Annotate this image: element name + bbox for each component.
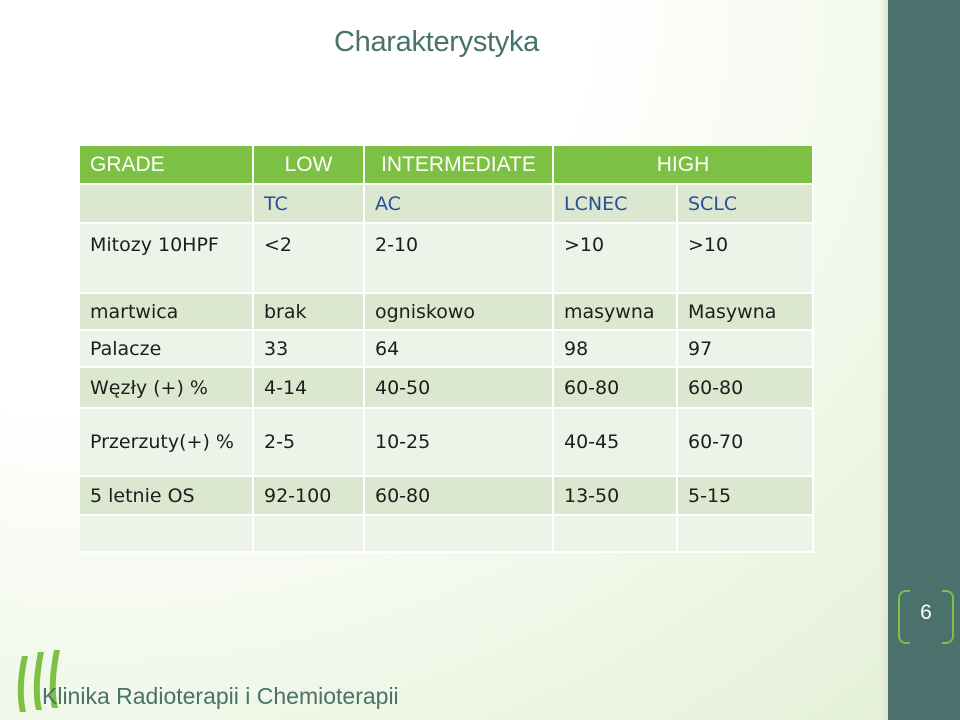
table-cell: 92-100 — [253, 476, 365, 516]
table-cell: 98 — [553, 330, 678, 368]
table-cell: Palacze — [80, 330, 254, 368]
right-band-accent — [880, 0, 888, 720]
table-row-empty — [80, 515, 814, 553]
table-cell: 60-70 — [677, 408, 814, 477]
table-cell — [253, 515, 365, 553]
table-row: Węzły (+) % 4-14 40-50 60-80 60-80 — [80, 367, 814, 409]
table-cell: 33 — [253, 330, 365, 368]
subheader-cell: TC — [253, 184, 365, 224]
table-cell: >10 — [553, 223, 678, 294]
table-row: Przerzuty(+) % 2-5 10-25 40-45 60-70 — [80, 408, 814, 477]
right-brace — [942, 590, 954, 644]
table-cell: 60-80 — [677, 367, 814, 409]
slide-title: Charakterystyka — [334, 26, 540, 58]
table-cell: Przerzuty(+) % — [80, 408, 254, 477]
subheader-cell: SCLC — [677, 184, 814, 224]
slide-number: 6 — [920, 601, 932, 624]
table-cell: 97 — [677, 330, 814, 368]
right-decorative-band — [888, 0, 960, 720]
table-cell: masywna — [553, 293, 678, 331]
table-cell: 5 letnie OS — [80, 476, 254, 516]
table-cell: Masywna — [677, 293, 814, 331]
table-cell: Mitozy 10HPF — [80, 223, 254, 294]
table-cell — [553, 515, 678, 553]
table-cell: 60-80 — [553, 367, 678, 409]
left-brace — [898, 590, 910, 644]
table-cell: 13-50 — [553, 476, 678, 516]
subheader-cell: AC — [364, 184, 554, 224]
table-cell: Węzły (+) % — [80, 367, 254, 409]
table-cell: 2-5 — [253, 408, 365, 477]
subheader-cell — [80, 184, 254, 224]
header-cell: GRADE — [80, 146, 254, 185]
table-header-row: GRADE LOW INTERMEDIATE HIGH — [80, 146, 814, 185]
table-cell: <2 — [253, 223, 365, 294]
table-cell: 40-45 — [553, 408, 678, 477]
grade-table: GRADE LOW INTERMEDIATE HIGH TC AC LCNEC … — [80, 146, 814, 553]
header-cell: LOW — [253, 146, 365, 185]
table-cell — [677, 515, 814, 553]
header-cell: INTERMEDIATE — [364, 146, 554, 185]
table-row: 5 letnie OS 92-100 60-80 13-50 5-15 — [80, 476, 814, 516]
table-row: Mitozy 10HPF <2 2-10 >10 >10 — [80, 223, 814, 294]
table-cell — [364, 515, 554, 553]
table-cell: 60-80 — [364, 476, 554, 516]
slide-number-box: 6 — [898, 590, 954, 644]
table-cell: 64 — [364, 330, 554, 368]
table-cell: 40-50 — [364, 367, 554, 409]
table-cell: 2-10 — [364, 223, 554, 294]
table-cell: brak — [253, 293, 365, 331]
table-cell: >10 — [677, 223, 814, 294]
table-cell: 4-14 — [253, 367, 365, 409]
subheader-cell: LCNEC — [553, 184, 678, 224]
table-cell: martwica — [80, 293, 254, 331]
table-cell: 10-25 — [364, 408, 554, 477]
table-cell: 5-15 — [677, 476, 814, 516]
table-row: Palacze 33 64 98 97 — [80, 330, 814, 368]
table-subheader-row: TC AC LCNEC SCLC — [80, 184, 814, 224]
footer-clinic-name: Klinika Radioterapii i Chemioterapii — [42, 683, 399, 709]
table-row: martwica brak ogniskowo masywna Masywna — [80, 293, 814, 331]
clinic-logo-icon — [17, 650, 60, 712]
table-cell — [80, 515, 254, 553]
table-cell: ogniskowo — [364, 293, 554, 331]
header-cell: HIGH — [553, 146, 814, 185]
